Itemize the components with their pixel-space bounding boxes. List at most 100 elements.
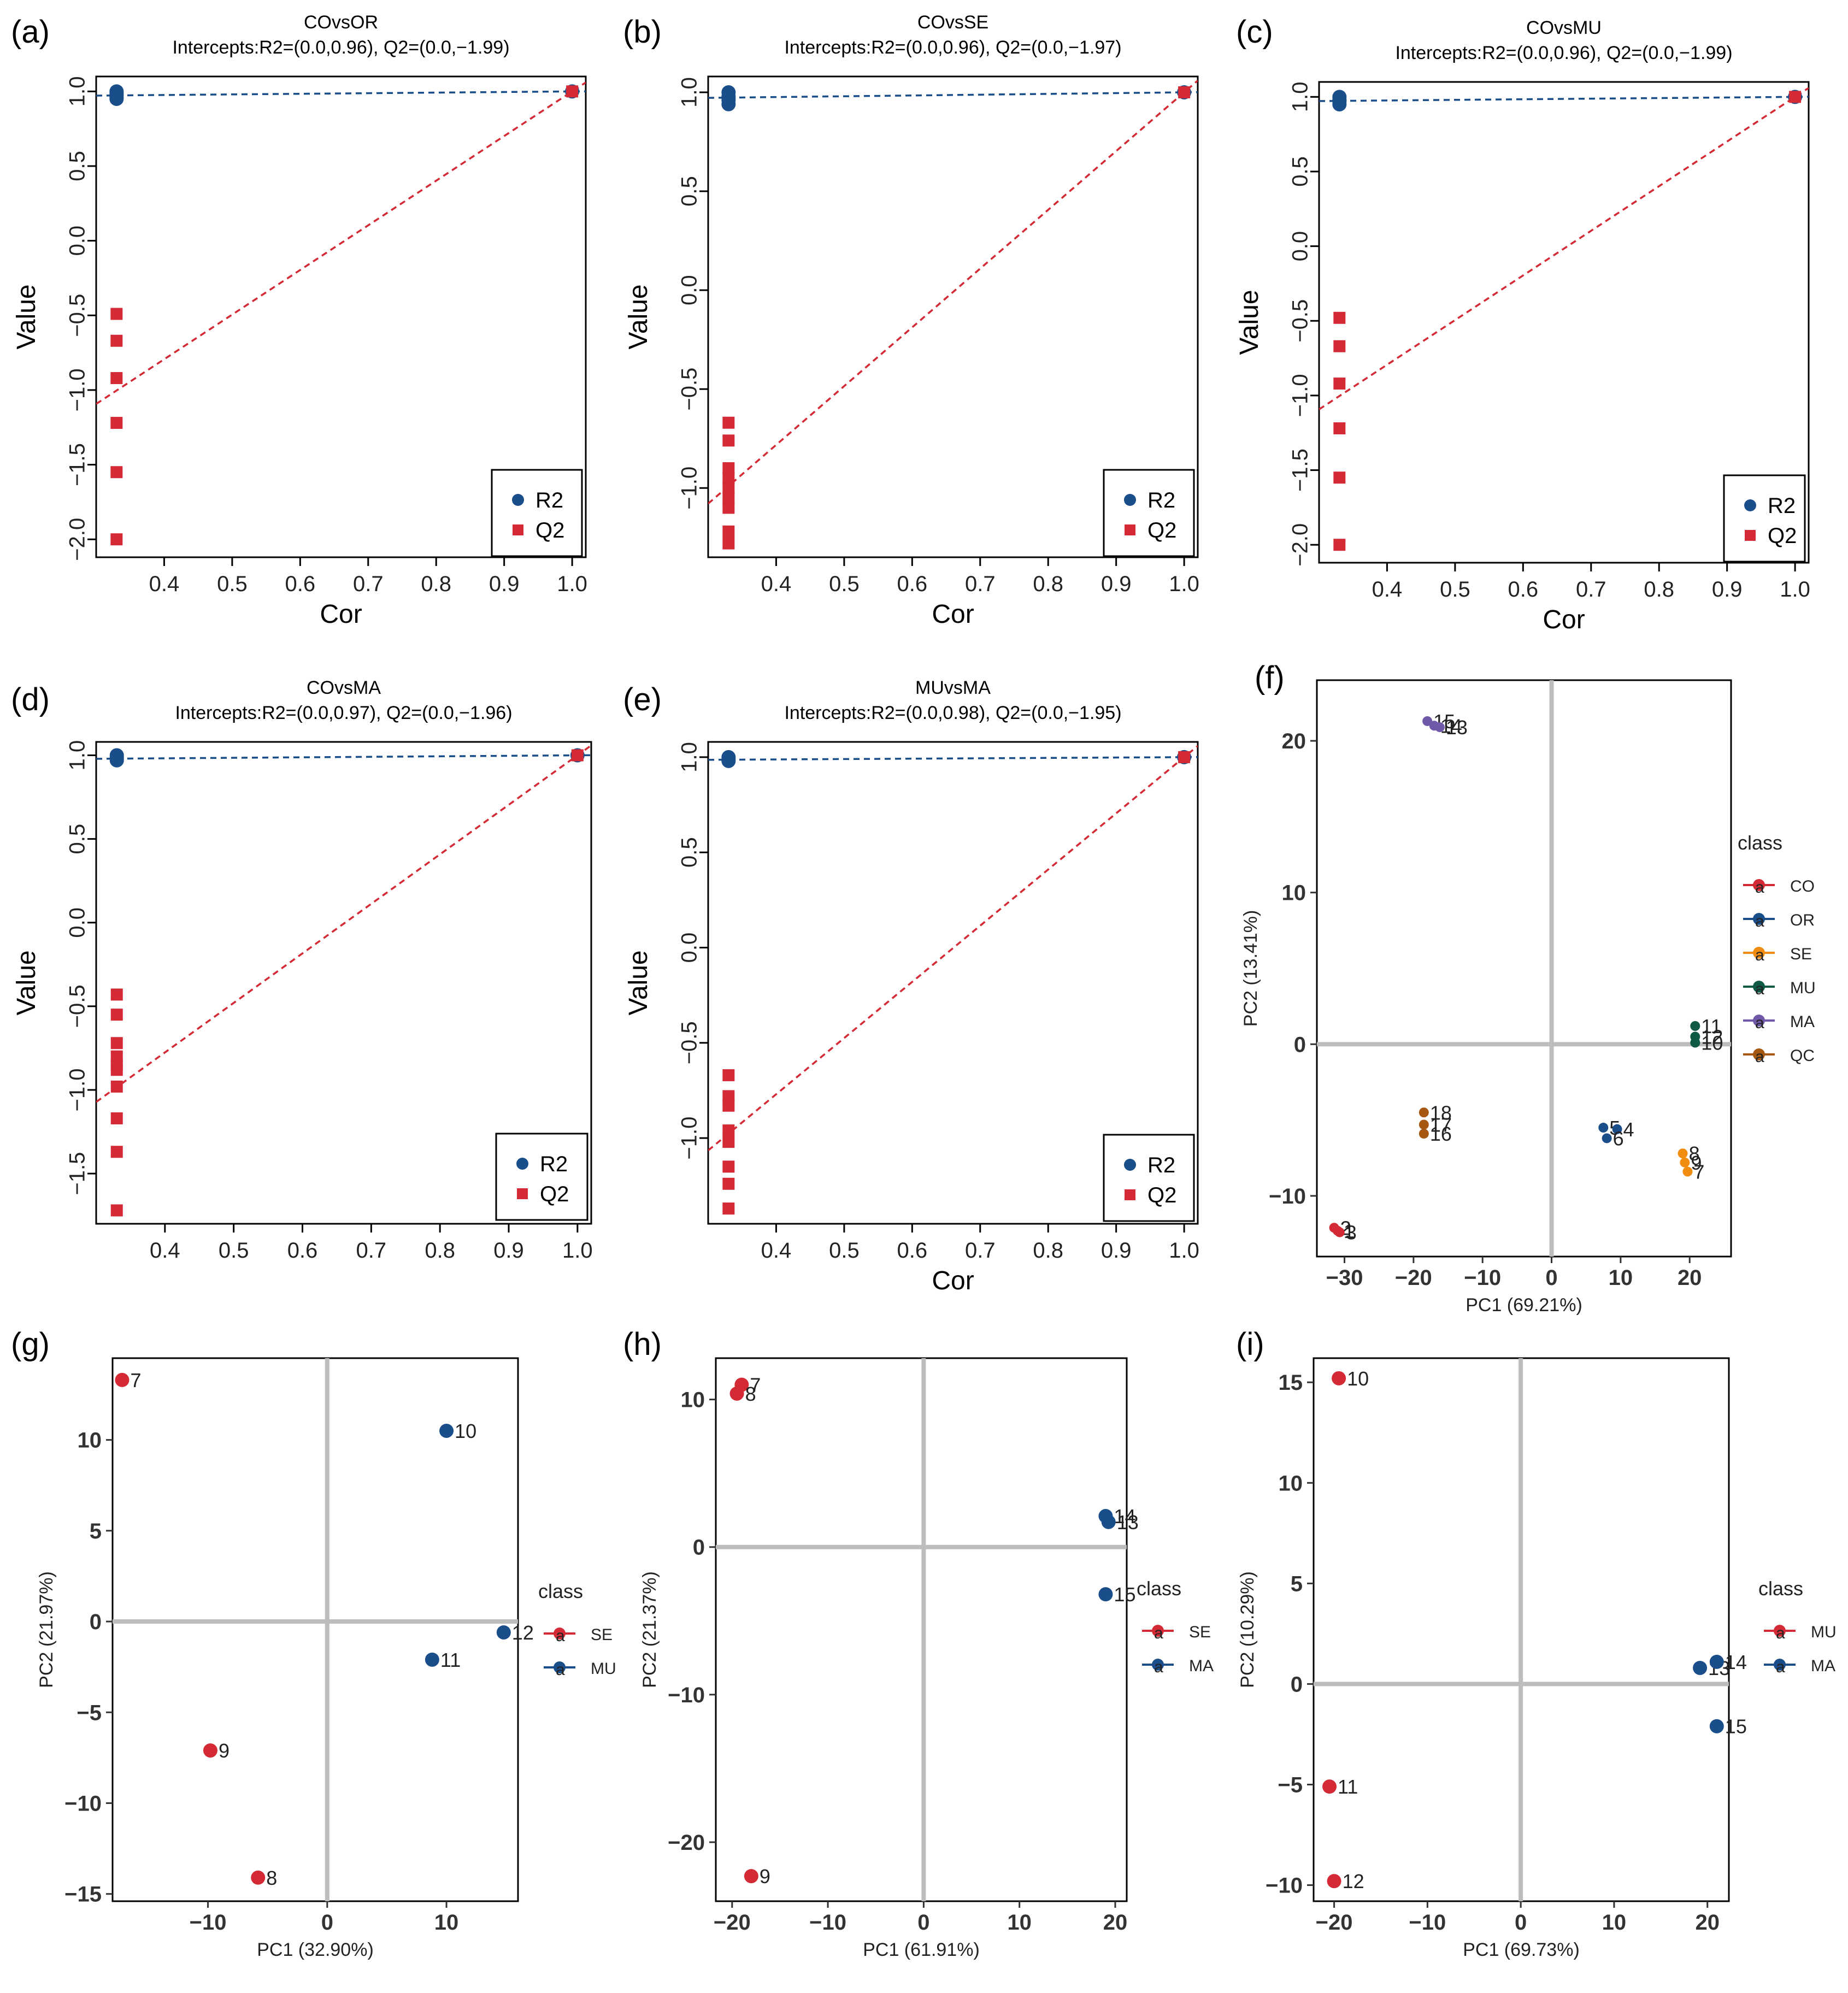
x-tick-label: −10 [190, 1911, 227, 1935]
x-tick-label: 0.6 [1508, 577, 1539, 602]
point-label: 13 [1446, 716, 1468, 739]
legend-box [1103, 469, 1195, 557]
regression-line-r2 [96, 90, 586, 97]
legend-label: R2 [1147, 488, 1175, 512]
x-tick-label: 10 [1609, 1266, 1633, 1290]
point-or [1602, 1133, 1612, 1143]
legend-key-glyph: a [1755, 912, 1764, 930]
point-label: 4 [1623, 1118, 1634, 1141]
point-label: 7 [750, 1374, 761, 1396]
y-tick-label: 0.0 [678, 933, 702, 963]
y-tick-label: 0 [1291, 1672, 1303, 1696]
point-q2 [722, 1177, 735, 1190]
point-q2 [722, 1136, 735, 1148]
point-q2 [571, 749, 584, 762]
point-mu [425, 1652, 439, 1667]
point-q2 [110, 1204, 123, 1217]
point-q2 [722, 434, 735, 447]
x-tick-label: −10 [1409, 1911, 1446, 1935]
panel-b: (b) COvsSE Intercepts:R2=(0.0,0.96), Q2=(0… [623, 12, 1199, 629]
y-axis-label: PC2 (13.41%) [1240, 910, 1261, 1027]
legend-key-glyph: a [1154, 1658, 1163, 1676]
x-tick-label: 0.5 [829, 1239, 860, 1263]
plot-frame [111, 1357, 519, 1902]
y-tick-label: −0.5 [66, 984, 90, 1028]
panel-a: (a) COvsOR Intercepts:R2=(0.0,0.96), Q2=(0… [11, 12, 587, 629]
panel-label: (h) [623, 1326, 662, 1362]
y-tick-label: 15 [1279, 1371, 1303, 1395]
point-q2 [722, 1202, 735, 1215]
y-axis-label: Value [12, 284, 41, 349]
point-label: 3 [1346, 1222, 1357, 1244]
y-tick-label: −1.5 [66, 443, 90, 486]
y-axis-label: Value [624, 284, 653, 349]
plot-frame [1318, 81, 1810, 564]
point-label: 15 [1725, 1715, 1747, 1738]
point-mu [1322, 1779, 1337, 1794]
y-tick-label: 1.0 [66, 740, 90, 771]
point-q2 [110, 1009, 123, 1021]
x-tick-label: 0.9 [489, 572, 520, 596]
point-ma [1709, 1654, 1724, 1669]
y-tick-label: −0.5 [678, 368, 702, 411]
y-tick-label: 0.5 [66, 824, 90, 854]
x-tick-label: 0.9 [1712, 577, 1743, 602]
legend-label: CO [1790, 877, 1815, 895]
y-tick-label: −15 [64, 1883, 102, 1907]
point-label: 6 [1613, 1127, 1624, 1149]
panel-g: (g) −10 0 10 10 5 0 −5 −10 −15 PC1 (32.90%) PC2 (21… [11, 1326, 616, 1960]
point-q2 [722, 1099, 735, 1112]
x-tick-label: 0.6 [285, 572, 316, 596]
x-tick-label: 0.9 [493, 1239, 524, 1263]
legend-key-glyph: a [556, 1627, 565, 1645]
legend-label: R2 [1768, 494, 1796, 518]
y-tick-label: 10 [1282, 881, 1306, 905]
x-tick-label: 0.7 [965, 572, 996, 596]
point-mu [1690, 1037, 1700, 1048]
legend-swatch-q2 [1745, 530, 1756, 541]
x-tick-label: 0.4 [1372, 577, 1403, 602]
y-tick-label: −10 [668, 1683, 705, 1707]
x-tick-label: 1.0 [1780, 577, 1810, 602]
y-axis-label: Value [624, 950, 653, 1015]
legend-label: Q2 [535, 518, 564, 543]
plot-frame [707, 741, 1199, 1225]
point-label: 16 [1430, 1123, 1452, 1145]
y-tick-label: −2.0 [66, 518, 90, 561]
x-axis-label: Cor [1543, 605, 1585, 634]
panel-label: (a) [11, 14, 50, 50]
regression-line-r2 [708, 91, 1198, 99]
point-q2 [1333, 311, 1346, 324]
x-tick-label: 0.7 [965, 1239, 996, 1263]
legend-label: Q2 [1768, 524, 1797, 548]
plot-subtitle: Intercepts:R2=(0.0,0.97), Q2=(0.0,−1.96) [175, 703, 512, 723]
point-q2 [110, 1112, 123, 1125]
point-q2 [110, 1080, 123, 1093]
point-qc [1419, 1119, 1429, 1130]
panel-label: (c) [1236, 14, 1273, 50]
y-tick-label: 20 [1282, 729, 1306, 753]
legend-key-dot [1753, 947, 1765, 959]
point-se [1680, 1157, 1690, 1168]
y-tick-label: 10 [78, 1429, 102, 1453]
legend-label: Q2 [1147, 518, 1176, 543]
plot-subtitle: Intercepts:R2=(0.0,0.96), Q2=(0.0,−1.99) [172, 37, 509, 58]
point-label: 18 [1430, 1101, 1452, 1124]
point-label: 9 [1691, 1152, 1702, 1174]
legend-key-glyph: a [1755, 980, 1764, 998]
x-tick-label: 20 [1695, 1911, 1720, 1935]
legend-swatch-q2 [517, 1188, 528, 1199]
x-tick-label: 0.6 [287, 1239, 318, 1263]
y-tick-label: −1.5 [66, 1152, 90, 1195]
y-axis-label: PC2 (21.37%) [639, 1571, 660, 1688]
point-label: 17 [1430, 1113, 1452, 1136]
point-ma [1101, 1514, 1116, 1529]
x-tick-label: 0.6 [897, 572, 928, 596]
panel-label: (f) [1255, 660, 1285, 695]
point-label: 10 [1347, 1367, 1369, 1390]
y-tick-label: 0.5 [678, 837, 702, 868]
legend-label: MA [1790, 1013, 1815, 1031]
y-tick-label: −1.5 [1288, 449, 1313, 492]
point-r2 [721, 85, 736, 99]
y-tick-label: 10 [1279, 1471, 1303, 1495]
